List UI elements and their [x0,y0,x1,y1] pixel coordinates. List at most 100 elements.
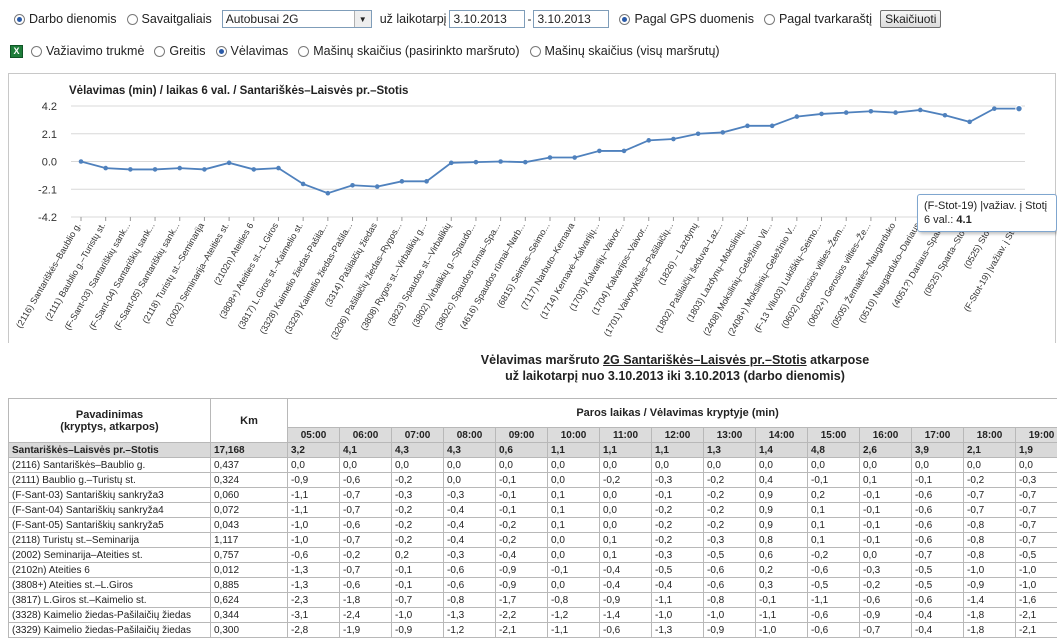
row-value: 0,9 [755,517,808,533]
row-value: 0,0 [599,517,652,533]
weekday-radio[interactable] [14,13,25,25]
row-value: -1,1 [547,622,600,638]
row-value: -0,4 [443,502,496,518]
metric-vehicles-all[interactable]: Mašinų skaičius (visų maršrutų) [529,44,720,58]
weekend-option[interactable]: Savaitgaliais [126,12,212,26]
delay-chart: Vėlavimas (min) / laikas 6 val. / Santar… [14,85,1025,341]
hour-header: 19:00 [1014,427,1057,443]
data-point [177,165,183,171]
gps-radio[interactable] [619,13,631,25]
duration-label: Važiavimo trukmė [46,44,145,58]
row-value: 0,2 [391,547,444,563]
hour-header: 15:00 [807,427,860,443]
row-value: -0,8 [963,547,1016,563]
row-km: 0,324 [210,472,288,488]
row-value: -1,1 [651,592,704,608]
data-point [374,184,380,189]
row-value: 0,6 [495,442,548,458]
vehicles-route-radio[interactable] [298,45,310,57]
row-value: -0,1 [807,472,860,488]
data-point [473,159,479,165]
row-value: -0,6 [443,577,496,593]
row-name: (2118) Turistų st.–Seminarija [8,532,211,548]
row-value: -0,2 [703,517,756,533]
weekday-option[interactable]: Darbo dienomis [14,12,117,26]
row-value: -1,9 [339,622,392,638]
row-value: -2,8 [287,622,340,638]
table-row: (3329) Kaimelio žiedas-Pašilaičių žiedas… [8,622,1057,638]
calculate-button[interactable]: Skaičiuoti [880,10,942,28]
metric-speed[interactable]: Greitis [154,44,206,58]
row-value: -3,1 [287,607,340,623]
row-value: 4,1 [339,442,392,458]
row-value: -1,3 [287,577,340,593]
date-to-input[interactable]: 3.10.2013 [533,10,610,28]
speed-radio[interactable] [154,45,166,57]
row-value: -0,9 [599,592,652,608]
data-point [103,165,108,171]
gps-option[interactable]: Pagal GPS duomenis [619,12,754,26]
route-select[interactable]: Autobusai 2G ▼ [221,10,372,28]
metric-duration[interactable]: Važiavimo trukmė [31,44,144,58]
row-value: 0,1 [807,502,860,518]
row-value: 2,1 [963,442,1016,458]
row-km: 0,344 [210,607,288,623]
row-value: -0,6 [339,472,392,488]
duration-radio[interactable] [31,45,42,57]
table-row: (3808+) Ateities st.–L.Giros 0,885 -1,3 -0,… [8,577,1057,593]
summary-route-link[interactable]: 2G Santariškės–Laisvės pr.–Stotis [603,353,807,367]
row-value: -0,8 [703,592,756,608]
schedule-radio[interactable] [763,13,775,25]
row-value: 0,0 [807,457,860,473]
row-value: -0,7 [1014,487,1057,503]
data-point [621,148,627,154]
row-value: -1,0 [755,622,808,638]
row-km: 0,072 [210,502,288,518]
table-row: (2111) Baublio g.–Turistų st. 0,324 -0,9 -0… [8,472,1057,488]
row-value: -0,7 [1014,517,1057,533]
row-value: 0,6 [755,547,808,563]
data-point [745,123,750,129]
row-value: -0,9 [495,577,548,593]
vehicles-all-radio[interactable] [529,45,541,57]
y-tick-label: 2.1 [42,129,57,141]
summary-prefix: Vėlavimas maršruto [480,353,600,367]
schedule-option[interactable]: Pagal tvarkaraštį [763,12,872,26]
row-value: -1,1 [807,592,860,608]
hour-header: 17:00 [911,427,964,443]
row-value: 0,2 [755,562,808,578]
header-name-title: Pavadinimas [75,408,144,421]
row-value: 4,3 [443,442,496,458]
delay-radio[interactable] [215,45,227,57]
row-value: -0,3 [651,472,704,488]
hour-header: 07:00 [391,427,444,443]
row-value: -1,8 [963,622,1016,638]
weekend-radio[interactable] [126,13,138,25]
row-value: -0,7 [911,547,964,563]
row-value: 4,3 [391,442,444,458]
delay-table: Pavadinimas (kryptys, atkarpos) Km Paros … [8,398,1057,638]
route-select-value: Autobusai 2G [225,12,299,26]
row-value: -0,2 [339,547,392,563]
row-value: -0,9 [391,622,444,638]
table-row: (3328) Kaimelio žiedas-Pašilaičių žiedas… [8,607,1057,623]
row-value: -0,1 [495,472,548,488]
data-point [967,119,972,125]
row-value: -0,7 [339,562,392,578]
row-value: 0,1 [599,532,652,548]
row-value: -1,1 [287,502,340,518]
metric-vehicles-route[interactable]: Mašinų skaičius (pasirinkto maršruto) [298,44,520,58]
row-value: -2,1 [495,622,548,638]
data-point [202,167,207,172]
data-point [671,136,676,142]
data-point [325,190,331,196]
row-value: -0,7 [339,487,392,503]
row-value: -0,2 [963,472,1016,488]
row-value: -2,4 [339,607,392,623]
metric-delay[interactable]: Vėlavimas [215,44,288,58]
chevron-down-icon[interactable]: ▼ [353,11,371,27]
row-value: -1,0 [963,562,1016,578]
date-from-input[interactable]: 3.10.2013 [449,10,526,28]
row-value: 0,1 [807,517,860,533]
excel-icon[interactable]: X [10,44,23,58]
